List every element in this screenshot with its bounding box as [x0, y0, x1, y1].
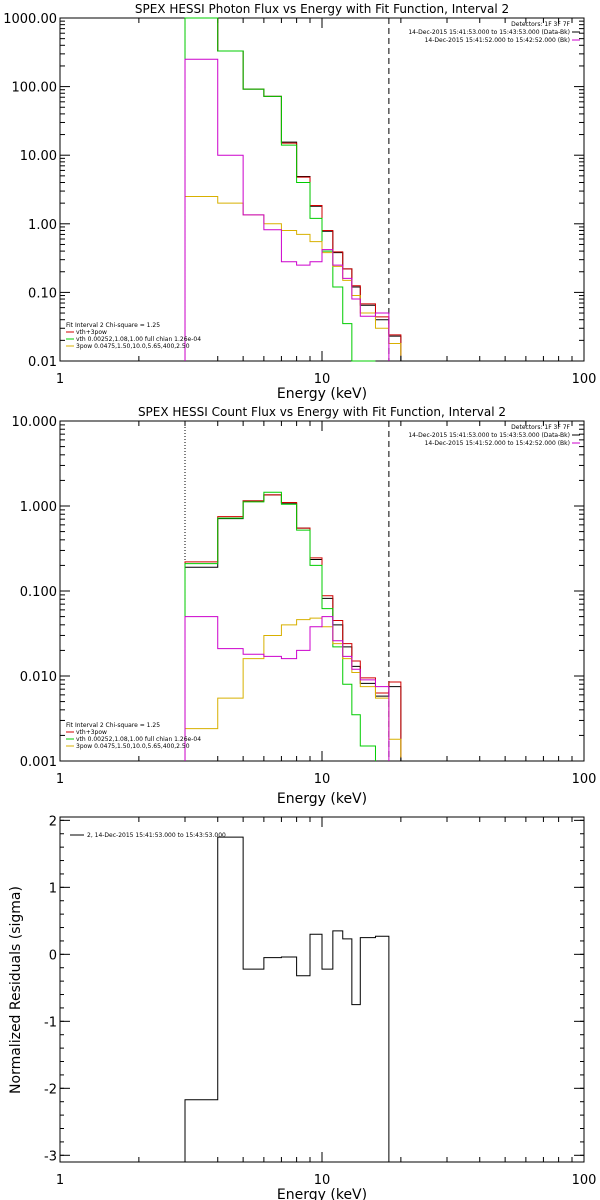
residuals-x-axis-label: Energy (keV) — [277, 1187, 367, 1200]
x-tick-label: 100 — [572, 1173, 597, 1188]
residuals-panel: Energy (keV) Normalized Residuals (sigma… — [8, 814, 596, 1200]
legend-text: 14-Dec-2015 15:41:53.000 to 15:43:53.000… — [408, 29, 570, 36]
y-tick-label: 0.001 — [20, 755, 57, 770]
photon-plot-frame — [59, 17, 585, 362]
legend-text: vth 0.00252,1.08,1.00 full chian 1.26e-0… — [76, 336, 201, 343]
series-3pow — [184, 196, 402, 361]
photon-plot-title: SPEX HESSI Photon Flux vs Energy with Fi… — [135, 2, 509, 16]
y-tick-label: 1.000 — [20, 500, 57, 515]
x-tick-label: 10 — [314, 772, 331, 787]
residuals-plot-frame — [59, 816, 585, 1163]
y-tick-label: 2 — [49, 814, 57, 829]
y-tick-label: 0 — [49, 948, 57, 963]
x-tick-label: 1 — [56, 772, 64, 787]
residuals-y-axis-label: Normalized Residuals (sigma) — [8, 886, 24, 1094]
legend-text: Fit Interval 2 Chi-square = 1.25 — [66, 722, 160, 729]
x-tick-label: 100 — [572, 372, 597, 387]
series-bk — [184, 58, 390, 361]
legend-text: 2, 14-Dec-2015 15:41:53.000 to 15:43:53.… — [87, 832, 226, 839]
series-vth — [184, 491, 376, 761]
y-tick-label: 1 — [49, 881, 57, 896]
x-tick-label: 1 — [56, 372, 64, 387]
y-tick-label: -1 — [44, 1015, 57, 1030]
y-tick-label: 0.01 — [28, 355, 57, 370]
y-tick-label: 0.010 — [20, 670, 57, 685]
y-tick-label: 10.00 — [20, 149, 57, 164]
count-flux-panel: SPEX HESSI Count Flux vs Energy with Fit… — [12, 405, 597, 807]
legend-text: 14-Dec-2015 15:41:52.000 to 15:42:52.000… — [425, 440, 570, 447]
y-tick-label: 0.100 — [20, 585, 57, 600]
legend-text: vth+3pow — [76, 729, 107, 736]
y-tick-label: 100.00 — [12, 81, 58, 96]
legend-text: Fit Interval 2 Chi-square = 1.25 — [66, 322, 160, 329]
x-tick-label: 10 — [314, 372, 331, 387]
y-tick-label: 1000.00 — [3, 12, 57, 27]
x-tick-label: 10 — [314, 1173, 331, 1188]
photon-x-axis-label: Energy (keV) — [277, 386, 367, 402]
series-bk — [184, 616, 390, 761]
count-plot-title: SPEX HESSI Count Flux vs Energy with Fit… — [138, 405, 506, 419]
series-residuals — [184, 836, 390, 1162]
x-tick-label: 100 — [572, 772, 597, 787]
legend-text: 14-Dec-2015 15:41:52.000 to 15:42:52.000… — [425, 37, 570, 44]
legend-text: Detectors: 1F 3F 7F — [511, 424, 570, 431]
series-vth — [184, 17, 376, 362]
y-tick-label: 1.00 — [28, 218, 57, 233]
legend-text: 14-Dec-2015 15:41:53.000 to 15:43:53.000… — [408, 432, 570, 439]
legend-text: vth+3pow — [76, 329, 107, 336]
y-tick-label: 0.10 — [28, 286, 57, 301]
legend-text: vth 0.00252,1.08,1.00 full chian 1.26e-0… — [76, 736, 201, 743]
y-tick-label: 10.000 — [12, 415, 58, 430]
legend-text: 3pow 0.0475,1.50,10.0,5.65,400,2.50 — [76, 343, 190, 350]
photon-flux-panel: SPEX HESSI Photon Flux vs Energy with Fi… — [3, 2, 596, 402]
y-tick-label: -2 — [44, 1082, 57, 1097]
legend-text: 3pow 0.0475,1.50,10.0,5.65,400,2.50 — [76, 743, 190, 750]
x-tick-label: 1 — [56, 1173, 64, 1188]
count-x-axis-label: Energy (keV) — [277, 791, 367, 807]
legend-text: Detectors: 1F 3F 7F — [511, 21, 570, 28]
y-tick-label: -3 — [44, 1149, 57, 1164]
